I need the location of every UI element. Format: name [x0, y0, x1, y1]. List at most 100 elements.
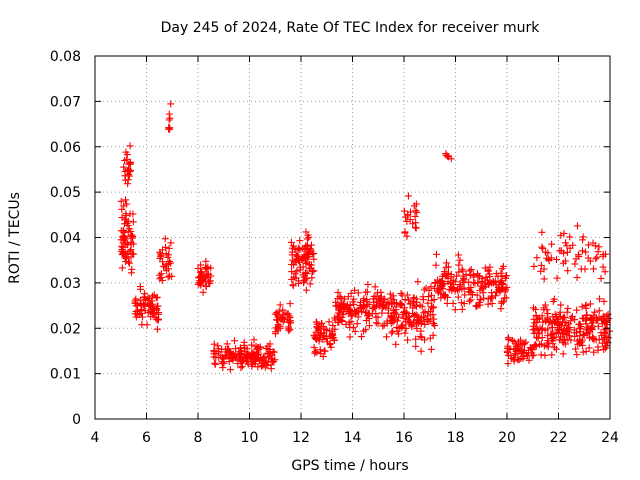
data-point	[539, 318, 547, 326]
data-point	[421, 321, 429, 329]
data-point	[557, 301, 565, 309]
data-point	[594, 343, 602, 351]
data-point	[288, 251, 296, 259]
data-point	[559, 350, 567, 358]
data-point	[467, 296, 475, 304]
data-point	[198, 277, 206, 285]
data-point	[435, 286, 443, 294]
data-point	[528, 346, 536, 354]
data-point	[402, 213, 410, 221]
data-point	[390, 298, 398, 306]
data-point	[414, 278, 422, 286]
data-point	[270, 357, 278, 365]
y-tick-label: 0.08	[50, 49, 81, 65]
data-point	[117, 227, 125, 235]
data-point	[383, 317, 391, 325]
data-point	[286, 325, 294, 333]
data-point	[590, 348, 598, 356]
data-point	[122, 212, 130, 220]
data-point	[162, 267, 170, 275]
data-point	[427, 303, 435, 311]
data-point	[342, 321, 350, 329]
data-point	[338, 318, 346, 326]
data-point	[562, 239, 570, 247]
data-point	[143, 321, 151, 329]
data-point	[599, 263, 607, 271]
data-point	[248, 341, 256, 349]
data-point	[369, 305, 377, 313]
data-point	[311, 333, 319, 341]
data-point	[571, 260, 579, 268]
y-tick-label: 0.05	[50, 185, 81, 201]
data-point	[449, 284, 457, 292]
data-point	[569, 241, 577, 249]
data-point	[132, 295, 140, 303]
data-point	[412, 207, 420, 215]
data-point	[586, 257, 594, 265]
data-point	[536, 341, 544, 349]
data-point	[453, 272, 461, 280]
data-point	[323, 326, 331, 334]
data-point	[393, 324, 401, 332]
data-point	[165, 244, 173, 252]
data-point	[123, 200, 131, 208]
data-point	[550, 343, 558, 351]
data-point	[122, 148, 130, 156]
data-point	[562, 319, 570, 327]
data-point	[131, 299, 139, 307]
data-point	[522, 338, 530, 346]
data-point	[530, 342, 538, 350]
data-point	[310, 267, 318, 275]
x-tick-label: 12	[292, 430, 310, 446]
x-tick-label: 8	[194, 430, 203, 446]
data-point	[430, 320, 438, 328]
data-point	[480, 283, 488, 291]
data-point	[579, 348, 587, 356]
data-point	[362, 308, 370, 316]
data-point	[395, 330, 403, 338]
data-point	[357, 333, 365, 341]
data-point	[202, 257, 210, 265]
data-point	[123, 167, 131, 175]
data-point	[444, 153, 452, 161]
data-point	[385, 305, 393, 313]
data-point	[206, 279, 214, 287]
data-point	[571, 332, 579, 340]
data-point	[473, 270, 481, 278]
y-tick-label: 0.01	[50, 367, 81, 383]
data-point	[413, 325, 421, 333]
data-points	[117, 100, 614, 374]
data-point	[484, 295, 492, 303]
data-point	[326, 341, 334, 349]
data-point	[497, 299, 505, 307]
data-point	[364, 280, 372, 288]
data-point	[330, 336, 338, 344]
data-point	[500, 294, 508, 302]
data-point	[389, 327, 397, 335]
data-point	[388, 329, 396, 337]
data-point	[443, 299, 451, 307]
data-point	[455, 261, 463, 269]
x-tick-label: 18	[447, 430, 465, 446]
data-point	[584, 241, 592, 249]
data-point	[601, 334, 609, 342]
data-point	[578, 303, 586, 311]
data-point	[303, 235, 311, 243]
data-point	[538, 325, 546, 333]
data-point	[589, 265, 597, 273]
data-point	[534, 334, 542, 342]
data-point	[411, 212, 419, 220]
data-point	[551, 319, 559, 327]
data-point	[370, 298, 378, 306]
data-point	[454, 293, 462, 301]
data-point	[521, 340, 529, 348]
data-point	[456, 282, 464, 290]
data-point	[544, 249, 552, 257]
data-point	[409, 220, 417, 228]
data-point	[334, 289, 342, 297]
data-point	[250, 336, 258, 344]
data-point	[582, 248, 590, 256]
data-point	[471, 279, 479, 287]
data-point	[164, 273, 172, 281]
data-point	[236, 356, 244, 364]
